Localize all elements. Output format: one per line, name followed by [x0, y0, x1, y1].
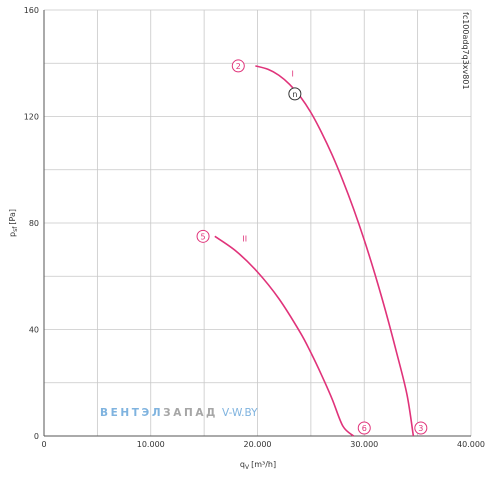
operating-points: 2 n 5 6 3 — [196, 59, 428, 435]
x-axis-label-main: q — [240, 460, 245, 469]
y-tick-label: 40 — [29, 326, 39, 335]
y-tick-label: 0 — [34, 432, 39, 441]
axes — [43, 10, 471, 437]
grid — [43, 9, 472, 437]
marker-circle — [288, 87, 302, 101]
marker-label: 5 — [201, 232, 206, 241]
y-tick-label: 120 — [24, 113, 39, 122]
model-code-label: fc100adq7q3xv801 — [461, 12, 470, 90]
marker-circle — [414, 421, 428, 435]
y-axis-label-unit: [Pa] — [8, 209, 17, 225]
x-axis-label-unit: [m³/h] — [251, 460, 276, 469]
series-label-I: I — [292, 70, 294, 79]
x-tick-label: 40.000 — [457, 440, 485, 449]
x-tick-label: 20.000 — [244, 440, 272, 449]
series-curve-II — [214, 235, 355, 437]
marker-label: n — [292, 90, 297, 99]
x-axis-label-sub: V — [245, 464, 250, 471]
axis-labels: qV [m³/h] psf[Pa] fc100adq7q3xv801 — [8, 12, 470, 471]
watermark: ВЕНТЭЛЗАПАД V-W.BY — [100, 407, 258, 419]
series-curve-I — [255, 65, 415, 437]
x-axis-label: qV [m³/h] — [240, 460, 276, 471]
y-axis-label-sub: sf — [12, 226, 19, 232]
x-tick-label: 30.000 — [350, 440, 378, 449]
series: III — [214, 65, 415, 437]
x-tick-label: 0 — [41, 440, 46, 449]
marker-circle — [196, 229, 210, 243]
y-axis-label: psf[Pa] — [8, 209, 19, 237]
x-tick-label: 10.000 — [137, 440, 165, 449]
watermark-part-b: ЗАПАД — [163, 407, 218, 419]
y-axis-label-main: p — [8, 232, 17, 237]
marker-label: 2 — [236, 62, 241, 71]
series-label-II: II — [242, 235, 247, 244]
watermark-part-a: ВЕНТЭЛ — [100, 407, 163, 419]
y-tick-label: 160 — [24, 6, 39, 15]
watermark-part-c: V-W.BY — [222, 407, 258, 419]
watermark-text: ВЕНТЭЛЗАПАД V-W.BY — [100, 407, 258, 419]
marker-circle — [357, 421, 371, 435]
y-tick-label: 80 — [29, 219, 39, 228]
marker-label: 3 — [418, 424, 423, 433]
marker-label: 6 — [362, 424, 367, 433]
marker-circle — [231, 59, 245, 73]
tick-labels: 0 10.000 20.000 30.000 40.000 0 40 80 120 160 — [24, 6, 485, 449]
